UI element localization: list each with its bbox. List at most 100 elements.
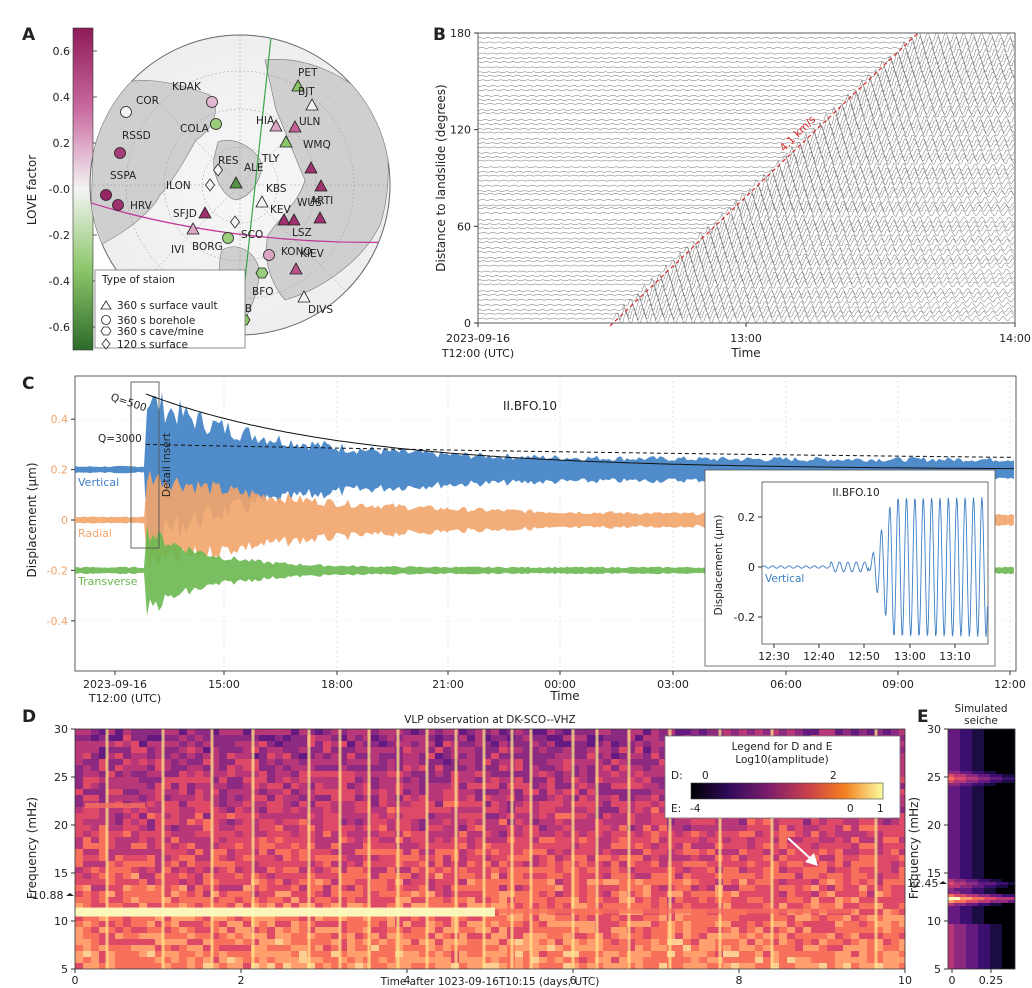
spectrogram-cell — [99, 951, 107, 957]
spectrogram-cell — [635, 789, 643, 795]
spectrogram-cell — [187, 867, 195, 873]
spectrogram-cell — [643, 885, 651, 891]
spectrogram-cell — [307, 765, 315, 771]
seiche-cell — [972, 774, 978, 777]
spectrogram-cell — [251, 729, 259, 735]
seiche-cell — [954, 777, 960, 780]
spectrogram-cell — [579, 783, 587, 789]
spectrogram-cell — [699, 897, 707, 903]
spectrogram-cell — [515, 843, 523, 849]
spectrogram-cell — [235, 795, 243, 801]
spectrogram-cell — [747, 819, 755, 825]
spectrogram-cell — [475, 957, 483, 963]
spectrogram-cell — [539, 885, 547, 891]
spectrogram-cell — [771, 879, 779, 885]
spectrogram-cell — [611, 957, 619, 963]
seiche-cell — [966, 831, 972, 834]
seiche-cell — [1002, 771, 1008, 774]
spectrogram-cell — [643, 951, 651, 957]
spectrogram-cell — [75, 963, 83, 969]
spectrogram-cell — [619, 891, 627, 897]
event-stripe — [161, 729, 165, 969]
c-title: II.BFO.10 — [503, 399, 557, 413]
spectrogram-cell — [627, 837, 635, 843]
spectrogram-cell — [203, 729, 211, 735]
spectrogram-cell — [523, 873, 531, 879]
spectrogram-cell — [347, 831, 355, 837]
spectrogram-cell — [379, 777, 387, 783]
spectrogram-cell — [179, 873, 187, 879]
spectrogram-cell — [355, 741, 363, 747]
station-bjt-triangle-icon — [305, 98, 319, 111]
spectrogram-cell — [419, 903, 427, 909]
spectrogram-cell — [483, 963, 491, 969]
spectrogram-cell — [771, 867, 779, 873]
station-cor-circle-icon — [120, 106, 132, 118]
spectrogram-cell — [483, 831, 491, 837]
spectrogram-cell — [403, 879, 411, 885]
spectrogram-cell — [771, 873, 779, 879]
spectrogram-cell — [219, 963, 227, 969]
seiche-cell — [1014, 738, 1015, 741]
spectrogram-cell — [339, 897, 347, 903]
spectrogram-cell — [443, 819, 451, 825]
spectrogram-cell — [499, 861, 507, 867]
spectrogram-cell — [691, 915, 699, 921]
spectrogram-cell — [275, 777, 283, 783]
spectrogram-cell — [331, 837, 339, 843]
spectrogram-cell — [387, 945, 395, 951]
seiche-cell — [990, 738, 996, 741]
spectrogram-cell — [603, 759, 611, 765]
event-stripe — [718, 729, 722, 969]
spectrogram-cell — [683, 873, 691, 879]
seiche-cell — [960, 762, 966, 765]
spectrogram-cell — [283, 735, 291, 741]
spectrogram-cell — [419, 759, 427, 765]
spectrogram-cell — [827, 837, 835, 843]
spectrogram-cell — [227, 861, 235, 867]
spectrogram-cell — [435, 807, 443, 813]
spectrogram-cell — [731, 825, 739, 831]
spectrogram-cell — [483, 807, 491, 813]
spectrogram-cell — [755, 945, 763, 951]
spectrogram-cell — [499, 831, 507, 837]
spectrogram-cell — [171, 855, 179, 861]
seiche-cell — [960, 735, 966, 738]
spectrogram-cell — [203, 933, 211, 939]
spectrogram-cell — [579, 753, 587, 759]
spectrogram-cell — [635, 897, 643, 903]
spectrogram-cell — [603, 747, 611, 753]
spectrogram-cell — [227, 795, 235, 801]
spectrogram-cell — [243, 963, 251, 969]
spectrogram-cell — [851, 933, 859, 939]
spectrogram-cell — [187, 795, 195, 801]
spectrogram-cell — [475, 759, 483, 765]
spectrogram-cell — [123, 885, 131, 891]
spectrogram-cell — [411, 813, 419, 819]
spectrogram-cell — [643, 921, 651, 927]
seiche-cell — [948, 756, 954, 759]
spectrogram-cell — [899, 825, 905, 831]
spectrogram-cell — [531, 933, 539, 939]
spectrogram-cell — [291, 879, 299, 885]
d-ytick-label: 30 — [54, 723, 68, 736]
spectrogram-cell — [787, 831, 795, 837]
spectrogram-cell — [883, 879, 891, 885]
spectrogram-cell — [187, 915, 195, 921]
spectrogram-cell — [99, 747, 107, 753]
seiche-cell — [948, 786, 954, 789]
spectrogram-cell — [275, 927, 283, 933]
legend-item-vault: 360 s surface vault — [117, 300, 218, 312]
spectrogram-cell — [803, 861, 811, 867]
spectrogram-cell — [435, 957, 443, 963]
spectrogram-cell — [475, 963, 483, 969]
station-cola-circle-icon — [210, 118, 222, 130]
seiche-cell — [966, 741, 972, 744]
spectrogram-cell — [499, 741, 507, 747]
seiche-cell — [996, 777, 1002, 780]
spectrogram-cell — [291, 945, 299, 951]
spectrogram-cell — [347, 885, 355, 891]
spectrogram-cell — [851, 897, 859, 903]
spectrogram-cell — [795, 957, 803, 963]
spectrogram-cell — [547, 963, 555, 969]
